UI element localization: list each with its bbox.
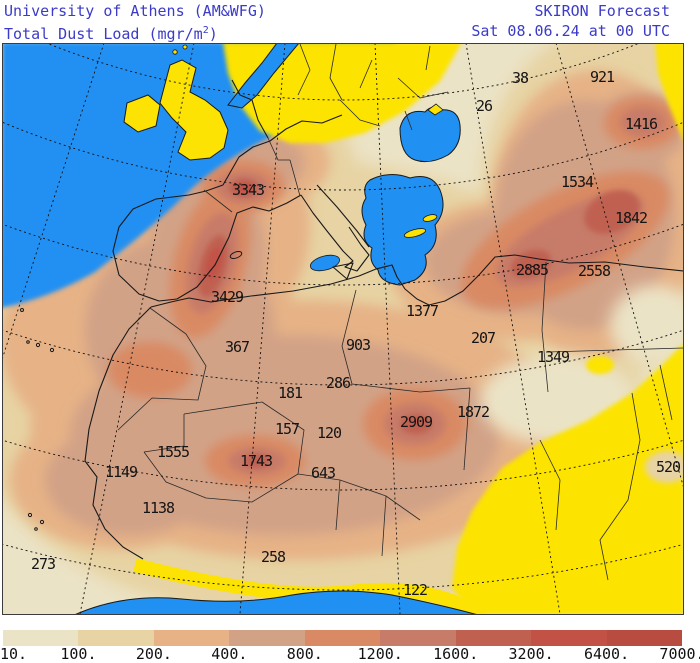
map-value-label: 258	[260, 548, 286, 566]
colorbar-tick-labels: 10. 100. 200. 400. 800. 1200. 1600. 3200. 6400. 7…	[0, 645, 700, 663]
map-value-label: 2909	[399, 413, 433, 431]
colorbar-tick: 1200.	[357, 645, 403, 663]
land-great-britain	[159, 59, 229, 161]
map-value-label: 1349	[536, 348, 570, 366]
land-east-band	[655, 44, 683, 141]
crimea-peninsula	[427, 103, 444, 116]
atlantic-islands	[20, 308, 55, 531]
map-value-label: 1138	[141, 499, 175, 517]
map-value-label: 122	[402, 581, 428, 599]
dust-spot-east	[645, 451, 683, 483]
map-value-label: 2885	[515, 261, 549, 279]
map-value-label: 2558	[577, 262, 611, 280]
colorbar-tick: 6400.	[583, 645, 630, 663]
colorbar-tick: 3200.	[508, 645, 554, 663]
sea-gulf-of-guinea	[75, 590, 477, 614]
map-value-label: 3429	[210, 288, 244, 306]
map-value-label: 903	[345, 336, 371, 354]
map-value-label: 1377	[405, 302, 439, 320]
graticule	[3, 44, 683, 614]
colorbar-segment	[153, 630, 230, 646]
map-value-label: 273	[30, 555, 56, 573]
coastline-paths	[84, 79, 683, 560]
map-value-label: 120	[316, 424, 342, 442]
header-left: University of Athens (AM&WFG) Total Dust…	[0, 0, 266, 43]
crete-island	[403, 228, 427, 238]
colorbar-tick: 400.	[211, 645, 248, 663]
colorbar-tick: 1600.	[433, 645, 479, 663]
model-name: SKIRON Forecast	[534, 2, 670, 20]
header-right: SKIRON Forecast Sat 08.06.24 at 00 UTC	[471, 0, 700, 43]
colorbar-segment	[606, 630, 682, 646]
dust-forecast-map: 38 26 921 1416 3343 1534 1842 2885 2558 3429 1377 9…	[2, 43, 684, 615]
colorbar-tick: 100.	[60, 645, 97, 663]
cyprus-island	[422, 214, 438, 222]
colorbar-segment	[380, 630, 456, 646]
map-value-label: 181	[277, 384, 303, 402]
map-value-label: 1555	[156, 443, 190, 461]
map-value-label: 643	[310, 464, 336, 482]
shetland-island	[182, 44, 188, 50]
sea-black	[399, 106, 461, 163]
colorbar-segment	[455, 630, 532, 646]
institution-title: University of Athens (AM&WFG)	[4, 2, 266, 20]
colorbar-segment	[3, 630, 79, 646]
colorbar-segment	[229, 630, 305, 646]
colorbar-segment	[78, 630, 154, 646]
colorbar	[3, 630, 682, 646]
colorbar-tick: 10.	[0, 645, 28, 663]
colorbar-tick: 7000.	[659, 645, 700, 663]
map-canvas	[3, 44, 683, 614]
map-value-label: 286	[325, 374, 351, 392]
map-value-label: 1842	[614, 209, 648, 227]
balearic-islands	[229, 251, 243, 259]
map-value-label: 38	[511, 69, 529, 87]
sea-east-mediterranean	[361, 174, 444, 286]
land-patch	[630, 423, 654, 439]
land-patch	[586, 356, 614, 374]
map-value-label: 367	[224, 338, 250, 356]
map-value-label: 1149	[104, 463, 138, 481]
map-value-label: 157	[274, 420, 300, 438]
header: University of Athens (AM&WFG) Total Dust…	[0, 0, 700, 43]
map-value-labels: 38 26 921 1416 3343 1534 1842 2885 2558 3429 1377 9…	[3, 44, 683, 614]
colorbar-tick: 200.	[135, 645, 172, 663]
map-value-label: 1534	[560, 173, 594, 191]
map-value-label: 1872	[456, 403, 490, 421]
map-value-label: 26	[475, 97, 493, 115]
valid-time: Sat 08.06.24 at 00 UTC	[471, 22, 670, 40]
product-title: Total Dust Load (mgr/m2)	[4, 25, 218, 43]
map-value-label: 207	[470, 329, 496, 347]
map-value-label: 1743	[239, 452, 273, 470]
land-southeast	[452, 344, 683, 614]
sea-tyrrhenian-patch	[309, 254, 341, 272]
land-ireland	[123, 94, 161, 133]
colorbar-segment	[531, 630, 607, 646]
colorbar-tick: 800.	[286, 645, 323, 663]
map-value-label: 1416	[624, 115, 658, 133]
sea-baltic	[227, 44, 299, 109]
map-value-label: 520	[655, 458, 681, 476]
shetland-island	[172, 49, 178, 55]
country-borders	[117, 44, 683, 581]
map-value-label: 3343	[231, 181, 265, 199]
map-value-label: 921	[589, 68, 615, 86]
colorbar-segment	[304, 630, 381, 646]
